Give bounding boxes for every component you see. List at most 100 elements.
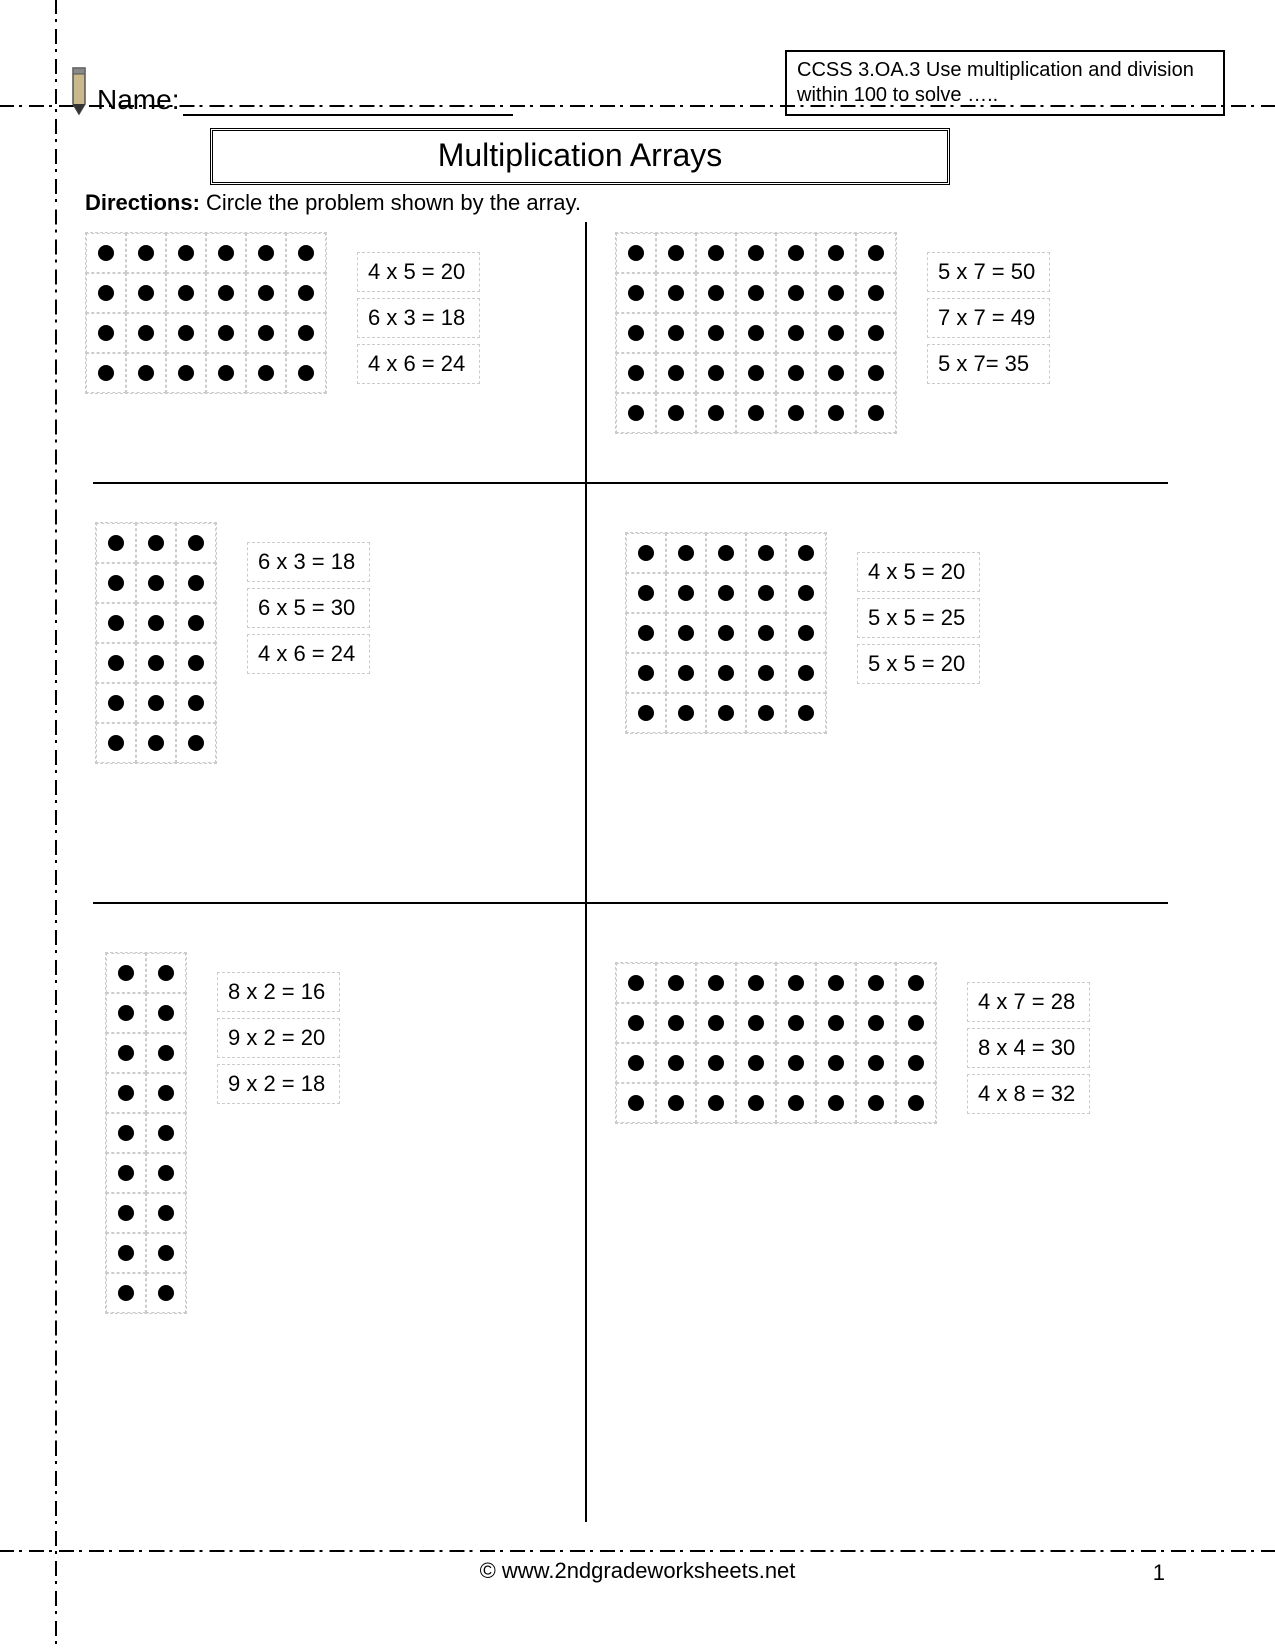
dot-icon	[158, 1005, 174, 1021]
answer-option[interactable]: 5 x 7 = 50	[927, 252, 1050, 292]
page-border-left	[55, 0, 57, 1650]
dot-icon	[298, 325, 314, 341]
dot-icon	[148, 735, 164, 751]
answer-option[interactable]: 6 x 3 = 18	[247, 542, 370, 582]
array-cell	[706, 653, 746, 693]
dot-icon	[218, 245, 234, 261]
answer-option[interactable]: 6 x 5 = 30	[247, 588, 370, 628]
dot-icon	[668, 1015, 684, 1031]
array-cell	[706, 573, 746, 613]
directions-text: Circle the problem shown by the array.	[200, 190, 581, 215]
array-cell	[856, 273, 896, 313]
dot-icon	[708, 325, 724, 341]
dot-icon	[748, 325, 764, 341]
answer-option[interactable]: 4 x 7 = 28	[967, 982, 1090, 1022]
dot-icon	[718, 625, 734, 641]
answer-option[interactable]: 4 x 5 = 20	[357, 252, 480, 292]
answer-option[interactable]: 8 x 4 = 30	[967, 1028, 1090, 1068]
array-cell	[176, 643, 216, 683]
dot-icon	[298, 245, 314, 261]
dot-icon	[868, 325, 884, 341]
dot-icon	[148, 695, 164, 711]
dot-icon	[108, 695, 124, 711]
dot-icon	[708, 285, 724, 301]
answer-option[interactable]: 4 x 5 = 20	[857, 552, 980, 592]
array-cell	[206, 233, 246, 273]
array-cell	[856, 963, 896, 1003]
array-cell	[736, 963, 776, 1003]
answer-option[interactable]: 5 x 7= 35	[927, 344, 1050, 384]
dot-icon	[868, 365, 884, 381]
dot-icon	[708, 1055, 724, 1071]
dot-icon	[188, 535, 204, 551]
array-cell	[616, 1003, 656, 1043]
array-cell	[146, 1153, 186, 1193]
page-border-bottom	[0, 1550, 1275, 1552]
array-cell	[96, 563, 136, 603]
array-cell	[696, 1043, 736, 1083]
array-cell	[776, 233, 816, 273]
array-cell	[106, 1113, 146, 1153]
dot-icon	[258, 285, 274, 301]
dot-icon	[188, 735, 204, 751]
answer-option[interactable]: 9 x 2 = 20	[217, 1018, 340, 1058]
dot-icon	[298, 365, 314, 381]
array-cell	[656, 233, 696, 273]
dot-icon	[798, 585, 814, 601]
dot-icon	[218, 325, 234, 341]
array-cell	[746, 653, 786, 693]
array-cell	[106, 1233, 146, 1273]
answer-options: 4 x 7 = 28 8 x 4 = 30 4 x 8 = 32	[967, 982, 1090, 1114]
answer-option[interactable]: 8 x 2 = 16	[217, 972, 340, 1012]
array-cell	[656, 963, 696, 1003]
array-cell	[706, 693, 746, 733]
array-cell	[666, 533, 706, 573]
dot-icon	[788, 1055, 804, 1071]
footer-copyright: © www.2ndgradeworksheets.net	[0, 1558, 1275, 1584]
dot-icon	[828, 1095, 844, 1111]
answer-option[interactable]: 4 x 6 = 24	[357, 344, 480, 384]
array-cell	[146, 993, 186, 1033]
answer-option[interactable]: 9 x 2 = 18	[217, 1064, 340, 1104]
array-cell	[776, 393, 816, 433]
name-input-line[interactable]	[183, 88, 513, 116]
array-cell	[626, 693, 666, 733]
array-cell	[816, 353, 856, 393]
dot-icon	[678, 665, 694, 681]
array-cell	[126, 313, 166, 353]
dot-icon	[258, 325, 274, 341]
array-cell	[136, 723, 176, 763]
array-cell	[736, 313, 776, 353]
dot-icon	[628, 325, 644, 341]
array-cell	[126, 353, 166, 393]
dot-icon	[188, 575, 204, 591]
array-cell	[246, 353, 286, 393]
array-cell	[736, 353, 776, 393]
array-cell	[96, 603, 136, 643]
dot-icon	[138, 365, 154, 381]
answer-option[interactable]: 5 x 5 = 20	[857, 644, 980, 684]
dot-icon	[868, 1095, 884, 1111]
answer-option[interactable]: 7 x 7 = 49	[927, 298, 1050, 338]
answer-option[interactable]: 4 x 8 = 32	[967, 1074, 1090, 1114]
array-cell	[696, 233, 736, 273]
dot-icon	[748, 1055, 764, 1071]
dot-icon	[828, 325, 844, 341]
dot-icon	[798, 705, 814, 721]
array-cell	[286, 313, 326, 353]
array-cell	[146, 1033, 186, 1073]
dot-icon	[188, 695, 204, 711]
array-cell	[136, 603, 176, 643]
array-cell	[816, 273, 856, 313]
answer-option[interactable]: 5 x 5 = 25	[857, 598, 980, 638]
answer-option[interactable]: 6 x 3 = 18	[357, 298, 480, 338]
answer-option[interactable]: 4 x 6 = 24	[247, 634, 370, 674]
array-cell	[786, 613, 826, 653]
array-cell	[856, 393, 896, 433]
dot-icon	[178, 285, 194, 301]
dot-icon	[108, 615, 124, 631]
array-cell	[626, 573, 666, 613]
dot-icon	[758, 665, 774, 681]
dot-icon	[678, 625, 694, 641]
dot-icon	[748, 1015, 764, 1031]
